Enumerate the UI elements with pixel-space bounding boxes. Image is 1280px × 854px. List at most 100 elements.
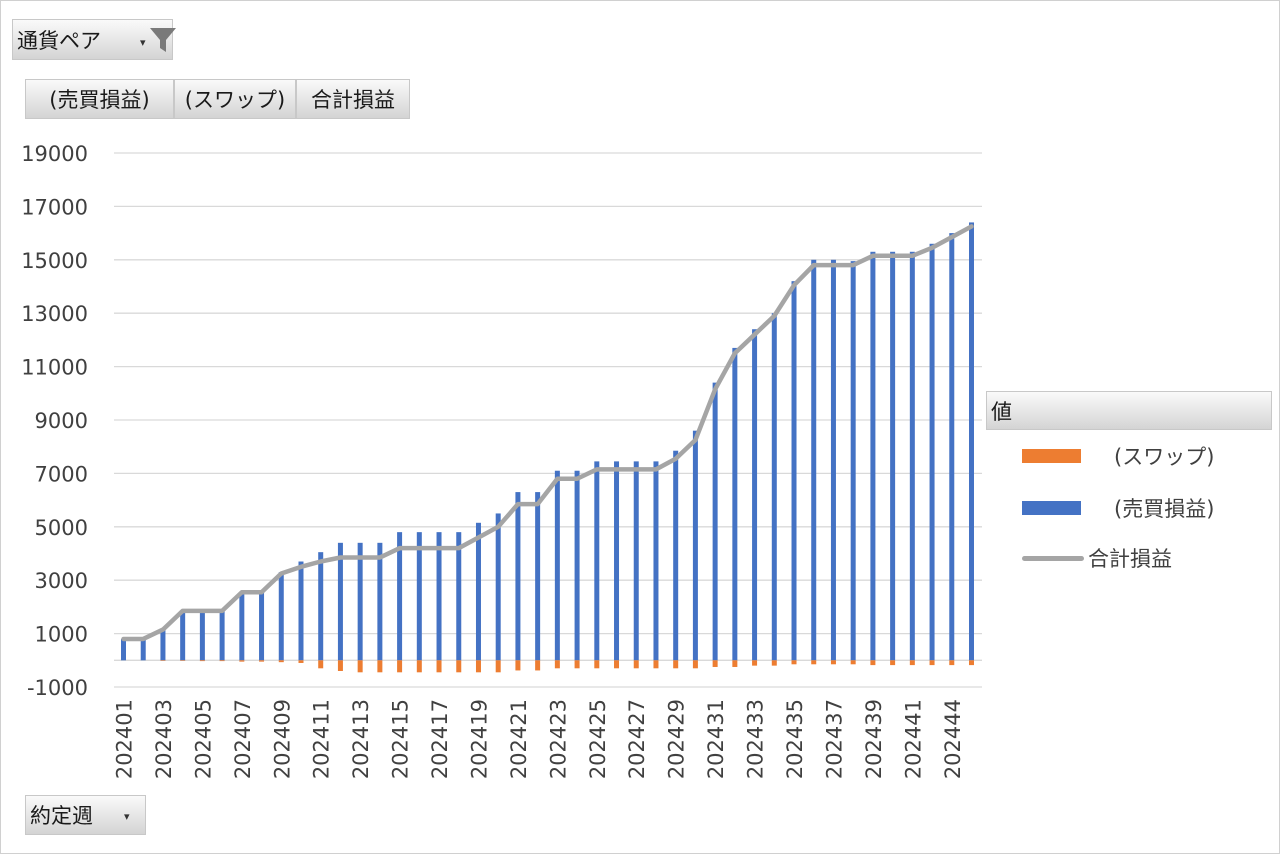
bar-trade-pl[interactable] bbox=[712, 382, 718, 661]
bar-swap[interactable] bbox=[357, 660, 363, 673]
bar-trade-pl[interactable] bbox=[752, 329, 758, 661]
legend-item-trade-pl[interactable]: (売買損益) bbox=[1022, 493, 1214, 523]
bar-trade-pl[interactable] bbox=[535, 492, 541, 661]
legend-item-total-pl[interactable]: 合計損益 bbox=[1022, 543, 1172, 573]
bar-trade-pl[interactable] bbox=[653, 461, 659, 661]
bar-trade-pl[interactable] bbox=[416, 532, 422, 661]
bar-trade-pl[interactable] bbox=[259, 592, 265, 661]
bar-trade-pl[interactable] bbox=[594, 461, 600, 661]
bar-swap[interactable] bbox=[416, 660, 422, 673]
value-field-button-total-pl[interactable]: 合計損益 bbox=[296, 79, 410, 119]
bar-trade-pl[interactable] bbox=[850, 261, 856, 661]
bar-swap[interactable] bbox=[771, 660, 777, 666]
bar-swap[interactable] bbox=[515, 660, 521, 671]
bar-trade-pl[interactable] bbox=[909, 251, 915, 661]
bar-trade-pl[interactable] bbox=[298, 561, 304, 661]
bar-trade-pl[interactable] bbox=[870, 251, 876, 661]
bar-swap[interactable] bbox=[712, 660, 718, 667]
bar-trade-pl[interactable] bbox=[949, 233, 955, 661]
bar-swap[interactable] bbox=[535, 660, 541, 671]
bar-swap[interactable] bbox=[397, 660, 403, 673]
legend-swatch-swap bbox=[1022, 449, 1081, 463]
bar-trade-pl[interactable] bbox=[830, 259, 836, 661]
filter-field-button-currency-pair[interactable]: 通貨ペア ▾ bbox=[12, 19, 176, 60]
bar-swap[interactable] bbox=[574, 660, 580, 669]
bar-swap[interactable] bbox=[752, 660, 758, 666]
y-tick-label: 15000 bbox=[21, 249, 88, 273]
line-total-pl[interactable] bbox=[121, 224, 974, 642]
bar-trade-pl[interactable] bbox=[791, 281, 797, 661]
bar-trade-pl[interactable] bbox=[318, 552, 324, 661]
bar-trade-pl[interactable] bbox=[278, 572, 284, 661]
bar-trade-pl[interactable] bbox=[554, 470, 560, 661]
bar-swap[interactable] bbox=[377, 660, 383, 673]
bar-trade-pl[interactable] bbox=[377, 542, 383, 661]
bar-trade-pl[interactable] bbox=[969, 222, 974, 661]
bar-swap[interactable] bbox=[929, 660, 935, 666]
bar-swap[interactable] bbox=[259, 660, 265, 662]
bar-trade-pl[interactable] bbox=[436, 532, 442, 661]
bar-trade-pl[interactable] bbox=[890, 251, 896, 661]
bar-swap[interactable] bbox=[160, 660, 166, 661]
bar-trade-pl[interactable] bbox=[456, 532, 462, 661]
bar-trade-pl[interactable] bbox=[475, 522, 481, 661]
bar-trade-pl[interactable] bbox=[357, 542, 363, 661]
bar-swap[interactable] bbox=[791, 660, 797, 665]
bar-trade-pl[interactable] bbox=[614, 461, 620, 661]
bar-swap[interactable] bbox=[732, 660, 738, 667]
bar-swap[interactable] bbox=[614, 660, 620, 669]
bar-trade-pl[interactable] bbox=[160, 629, 166, 661]
bar-trade-pl[interactable] bbox=[337, 542, 343, 661]
y-tick-label: 1000 bbox=[35, 623, 88, 647]
bar-swap[interactable] bbox=[199, 660, 205, 662]
bar-swap[interactable] bbox=[949, 660, 955, 666]
bar-trade-pl[interactable] bbox=[811, 259, 817, 661]
bar-swap[interactable] bbox=[850, 660, 856, 665]
bar-trade-pl[interactable] bbox=[633, 461, 639, 661]
bar-swap[interactable] bbox=[298, 660, 304, 663]
bar-swap[interactable] bbox=[219, 660, 225, 662]
bar-swap[interactable] bbox=[633, 660, 639, 669]
axis-field-button-trade-week[interactable]: 約定週 ▾ bbox=[25, 795, 146, 835]
bar-swap[interactable] bbox=[811, 660, 817, 665]
bar-trade-pl[interactable] bbox=[121, 638, 126, 661]
bar-swap[interactable] bbox=[318, 660, 324, 669]
bar-swap[interactable] bbox=[969, 660, 974, 666]
bar-trade-pl[interactable] bbox=[692, 430, 698, 661]
bar-swap[interactable] bbox=[239, 660, 245, 662]
bar-swap[interactable] bbox=[594, 660, 600, 669]
bar-trade-pl[interactable] bbox=[239, 592, 245, 661]
bar-swap[interactable] bbox=[180, 660, 186, 661]
bar-swap[interactable] bbox=[909, 660, 915, 666]
value-field-button-trade-pl[interactable]: (売買損益) bbox=[25, 79, 174, 119]
bar-trade-pl[interactable] bbox=[771, 313, 777, 661]
bar-trade-pl[interactable] bbox=[397, 532, 403, 661]
bar-swap[interactable] bbox=[830, 660, 836, 665]
dropdown-arrow-icon: ▾ bbox=[140, 36, 146, 49]
bar-swap[interactable] bbox=[436, 660, 442, 673]
bar-swap[interactable] bbox=[554, 660, 560, 669]
bar-trade-pl[interactable] bbox=[199, 610, 205, 661]
bar-trade-pl[interactable] bbox=[574, 470, 580, 661]
bar-swap[interactable] bbox=[475, 660, 481, 673]
bar-trade-pl[interactable] bbox=[732, 347, 738, 661]
bar-trade-pl[interactable] bbox=[180, 610, 186, 661]
bar-swap[interactable] bbox=[870, 660, 876, 666]
bar-trade-pl[interactable] bbox=[140, 638, 146, 661]
legend-item-swap[interactable]: (スワップ) bbox=[1022, 441, 1214, 471]
bar-trade-pl[interactable] bbox=[673, 450, 679, 661]
value-field-button-swap[interactable]: (スワップ) bbox=[174, 79, 296, 119]
bar-swap[interactable] bbox=[495, 660, 501, 673]
bar-trade-pl[interactable] bbox=[515, 492, 521, 661]
bar-swap[interactable] bbox=[337, 660, 343, 671]
bar-trade-pl[interactable] bbox=[929, 243, 935, 661]
bar-swap[interactable] bbox=[653, 660, 659, 669]
bar-swap[interactable] bbox=[673, 660, 679, 669]
bar-swap[interactable] bbox=[278, 660, 284, 663]
bar-swap[interactable] bbox=[692, 660, 698, 669]
bar-trade-pl[interactable] bbox=[495, 513, 501, 661]
x-tick-label: 202413 bbox=[349, 699, 373, 779]
bar-trade-pl[interactable] bbox=[219, 610, 225, 661]
bar-swap[interactable] bbox=[456, 660, 462, 673]
bar-swap[interactable] bbox=[890, 660, 896, 666]
